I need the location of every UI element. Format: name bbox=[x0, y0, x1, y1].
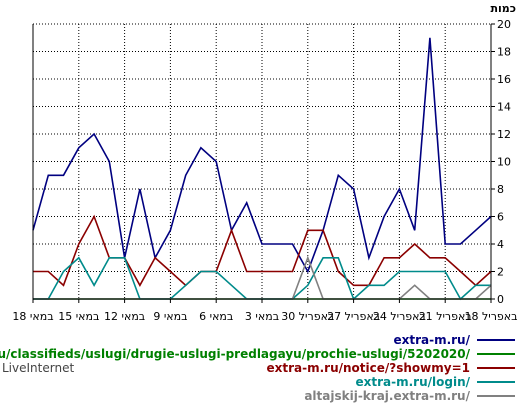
x-tick-label: 9 במאי bbox=[153, 310, 187, 323]
y-tick-label: 8 bbox=[497, 183, 504, 196]
y-tick-label: 18 bbox=[497, 46, 511, 59]
legend: extra-m.ru/-m.ru/classifieds/uslugi/drug… bbox=[0, 333, 515, 403]
y-tick-label: 2 bbox=[497, 266, 504, 279]
x-tick-labels: 18 במאי 15 במאי 12 במאי 9 במאי 6 במאי 3 במאי 3… bbox=[12, 299, 518, 323]
x-tick-label: 18 באפריל bbox=[464, 310, 517, 323]
y-tick-label: 6 bbox=[497, 211, 504, 224]
y-tick-label: 10 bbox=[497, 156, 511, 169]
y-tick-label: 12 bbox=[497, 128, 511, 141]
x-tick-label: 30 באפריל bbox=[281, 310, 334, 323]
series-line-1 bbox=[32, 37, 492, 274]
y-unit-label: כמות bbox=[491, 2, 516, 15]
y-tick-label: 20 bbox=[497, 18, 511, 31]
x-tick-label: 15 במאי bbox=[58, 310, 99, 323]
x-tick-label: 24 באפריל bbox=[373, 310, 426, 323]
y-tick-label: 4 bbox=[497, 238, 504, 251]
y-tick-label: 16 bbox=[497, 73, 511, 86]
x-tick-label: 27 באפריל bbox=[327, 310, 380, 323]
brand-label: LiveInternet bbox=[2, 361, 74, 375]
x-tick-label: 18 במאי bbox=[12, 310, 53, 323]
legend-label: -m.ru/classifieds/uslugi/drugie-uslugi-p… bbox=[0, 347, 471, 361]
grid bbox=[32, 23, 492, 300]
series-line-3 bbox=[33, 214, 492, 287]
x-tick-label: 21 באפריל bbox=[419, 310, 472, 323]
series-line-5 bbox=[33, 255, 492, 300]
legend-label: altajskij-kraj.extra-m.ru/ bbox=[304, 389, 470, 403]
y-tick-label: 0 bbox=[497, 293, 504, 306]
x-tick-label: 12 במאי bbox=[104, 310, 145, 323]
legend-label: extra-m.ru/login/ bbox=[355, 375, 470, 389]
x-tick-label: 6 במאי bbox=[199, 310, 233, 323]
legend-label: extra-m.ru/notice/?showmy=1 bbox=[267, 361, 471, 375]
y-tick-labels: 0 2 4 6 8 10 12 14 16 18 20 bbox=[491, 18, 511, 306]
legend-label: extra-m.ru/ bbox=[393, 333, 470, 347]
y-tick-label: 14 bbox=[497, 101, 511, 114]
x-tick-label: 3 במאי bbox=[245, 310, 279, 323]
